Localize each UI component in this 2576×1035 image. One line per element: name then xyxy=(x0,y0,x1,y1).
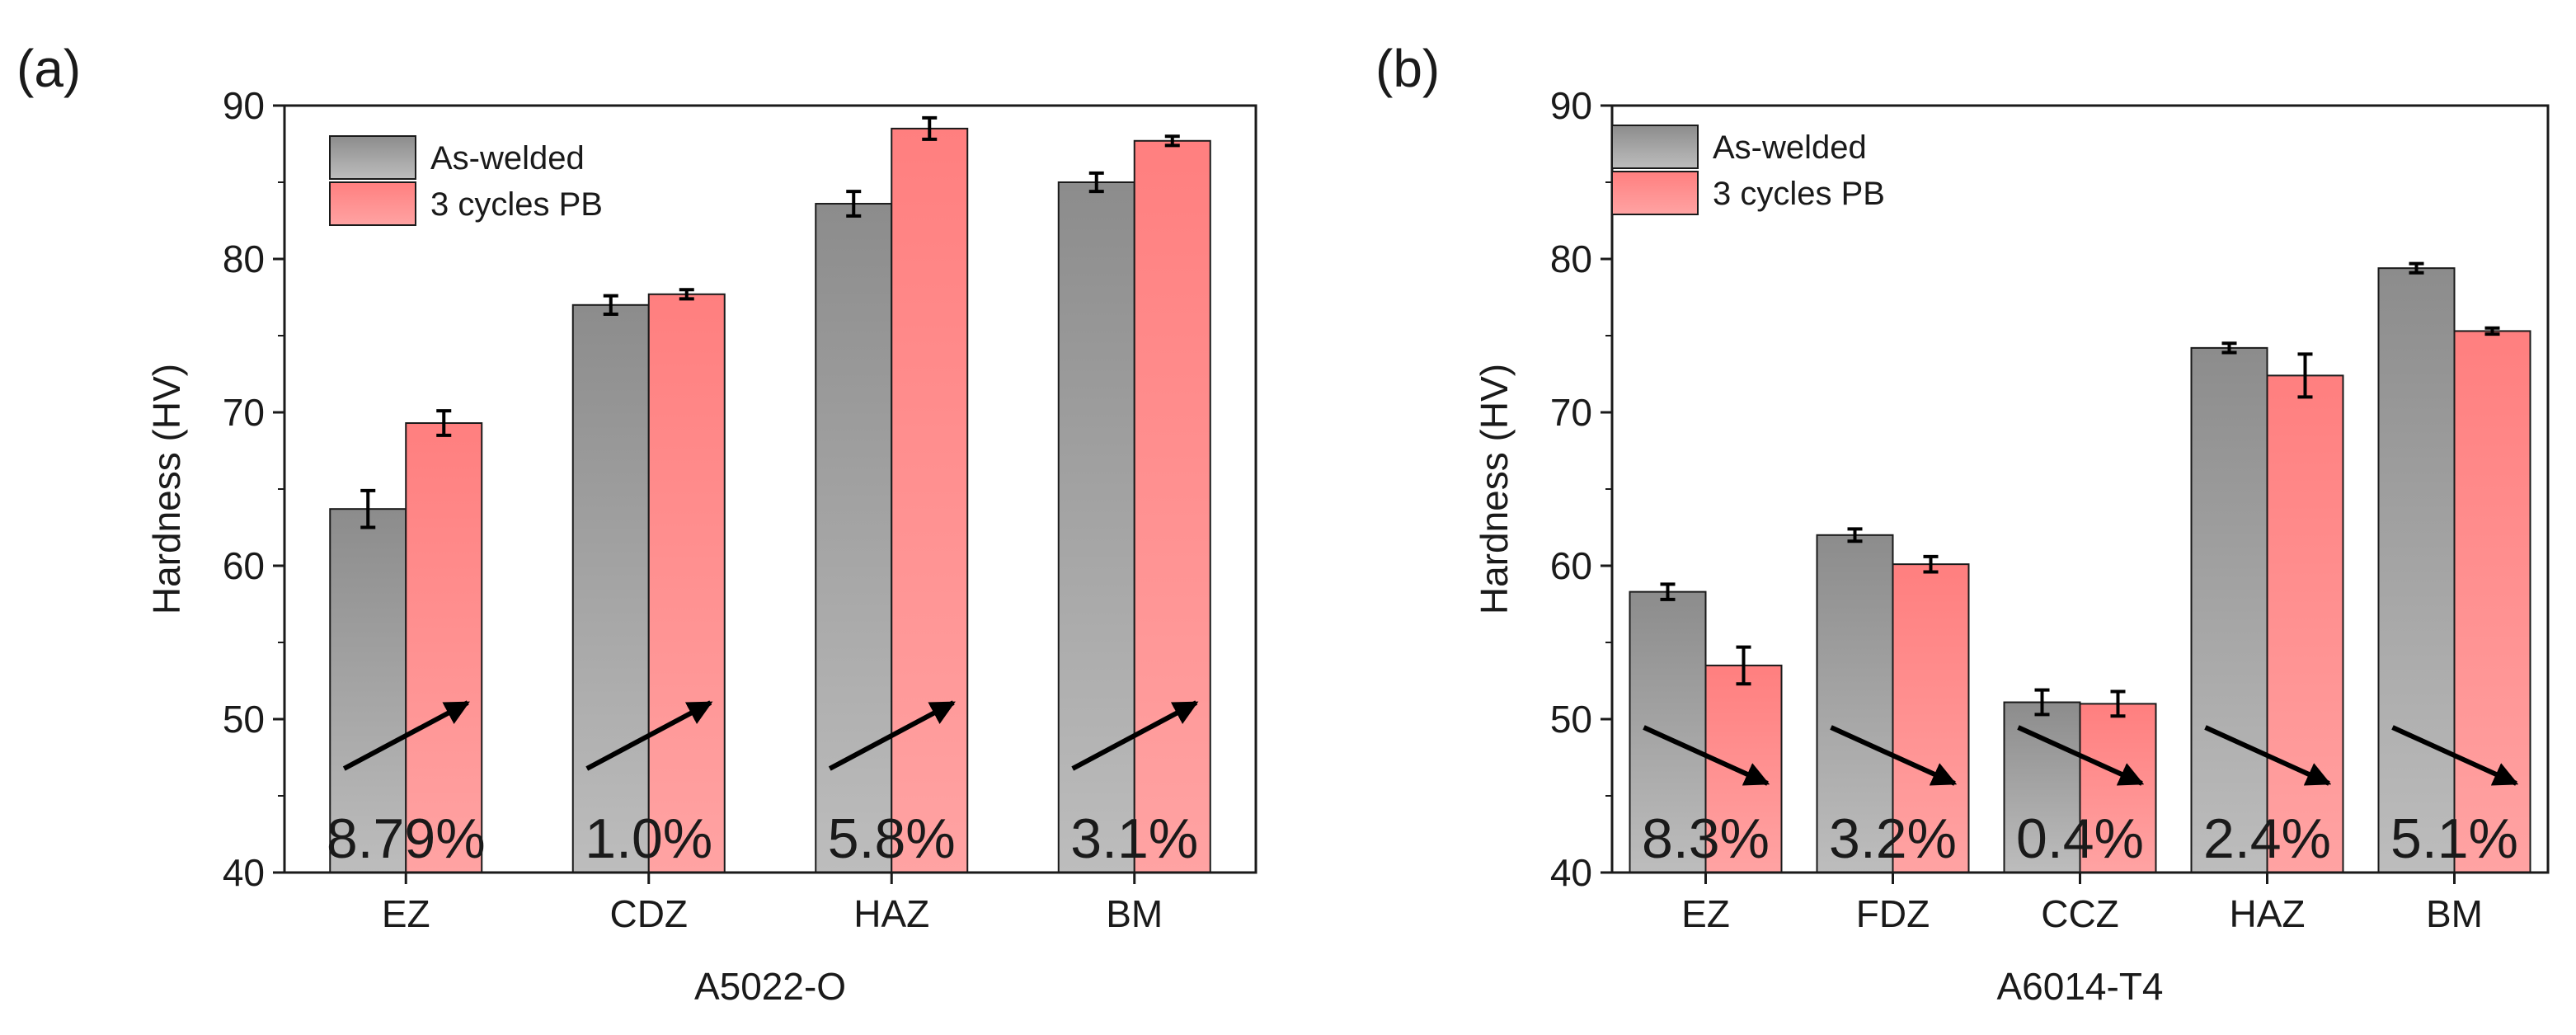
legend-swatch-as-welded xyxy=(1611,125,1699,169)
trend-arrow-bm xyxy=(2391,725,2519,786)
chart-panel-b: 8.3% EZ 3.2% FDZ 0.4% CCZ 2.4% HAZ 5.1% BM 40 50 60 7… xyxy=(1375,39,2550,1008)
bar-as-welded-bm xyxy=(1057,181,1135,873)
bar-3-cycles-pb-bm xyxy=(2453,330,2531,874)
legend-label-as-welded: As-welded xyxy=(430,140,585,176)
error-bar-as-welded-ez xyxy=(1660,582,1676,601)
change-percent-fdz: 3.2% xyxy=(1829,807,1957,870)
error-bar-3-cycles-pb-cdz xyxy=(679,288,694,301)
error-bar-as-welded-ez xyxy=(360,488,376,529)
bar-as-welded-haz xyxy=(2190,346,2268,873)
y-tick-label-80: 80 xyxy=(1550,238,1592,280)
y-tick-label-90: 90 xyxy=(1550,84,1592,127)
error-bar-as-welded-bm xyxy=(1088,171,1104,194)
bar-as-welded-ez xyxy=(329,508,407,873)
error-bar-as-welded-ccz xyxy=(2034,688,2050,717)
x-tick-label-bm: BM xyxy=(2426,892,2483,935)
legend-swatch-3-cycles-pb xyxy=(1611,171,1699,215)
change-percent-ez: 8.79% xyxy=(327,807,486,870)
change-percent-bm: 5.1% xyxy=(2390,807,2518,870)
bar-3-cycles-pb-bm xyxy=(1133,139,1211,873)
y-tick-label-40: 40 xyxy=(223,851,265,894)
trend-arrow-ccz xyxy=(2017,725,2145,786)
y-tick-label-50: 50 xyxy=(1550,698,1592,741)
x-tick-label-ccz: CCZ xyxy=(2041,892,2119,935)
plot-frame xyxy=(1610,104,2550,874)
bar-as-welded-ccz xyxy=(2003,701,2081,873)
x-tick-label-fdz: FDZ xyxy=(1856,892,1930,935)
y-tick-label-80: 80 xyxy=(223,238,265,280)
trend-arrow-haz xyxy=(2204,725,2332,786)
panel-label: (a) xyxy=(16,39,81,98)
error-bar-as-welded-haz xyxy=(2221,341,2237,355)
legend-swatch-3-cycles-pb xyxy=(329,181,416,226)
error-bar-3-cycles-pb-bm xyxy=(1164,134,1180,148)
bar-3-cycles-pb-haz xyxy=(891,127,969,873)
y-tick-label-40: 40 xyxy=(1550,851,1592,894)
y-tick-label-70: 70 xyxy=(223,391,265,434)
trend-arrow-cdz xyxy=(585,700,713,771)
change-percent-cdz: 1.0% xyxy=(585,807,712,870)
plot-frame xyxy=(283,104,1257,874)
x-tick-label-haz: HAZ xyxy=(2230,892,2306,935)
chart-panel-a: 8.79% EZ 1.0% CDZ 5.8% HAZ 3.1% BM 40 50 60 70 80 90 A… xyxy=(16,39,1257,1008)
error-bar-as-welded-bm xyxy=(2409,261,2424,275)
y-tick-label-50: 50 xyxy=(223,698,265,741)
bar-3-cycles-pb-ccz xyxy=(2079,703,2157,874)
bar-as-welded-bm xyxy=(2377,267,2456,874)
error-bar-3-cycles-pb-bm xyxy=(2484,326,2500,336)
x-tick-label-ez: EZ xyxy=(1681,892,1730,935)
legend-label-3-cycles-pb: 3 cycles PB xyxy=(430,186,603,223)
error-bar-3-cycles-pb-ez xyxy=(1736,645,1751,686)
bar-as-welded-cdz xyxy=(571,303,650,873)
bar-as-welded-ez xyxy=(1629,590,1707,873)
change-percent-ez: 8.3% xyxy=(1642,807,1770,870)
trend-arrow-fdz xyxy=(1830,725,1958,786)
error-bar-3-cycles-pb-haz xyxy=(922,115,938,141)
trend-arrow-ez xyxy=(1643,725,1770,786)
x-tick-label-bm: BM xyxy=(1106,892,1163,935)
trend-arrow-bm xyxy=(1071,700,1199,771)
legend-swatch-as-welded xyxy=(329,135,416,180)
error-bar-3-cycles-pb-fdz xyxy=(1923,554,1939,574)
x-axis-title: A6014-T4 xyxy=(1996,965,2163,1008)
change-percent-ccz: 0.4% xyxy=(2016,807,2144,870)
error-bar-3-cycles-pb-haz xyxy=(2297,352,2313,399)
error-bar-as-welded-fdz xyxy=(1847,527,1863,543)
error-bar-as-welded-cdz xyxy=(603,294,618,316)
change-percent-haz: 5.8% xyxy=(828,807,956,870)
legend-label-3-cycles-pb: 3 cycles PB xyxy=(1713,176,1885,212)
y-tick-label-90: 90 xyxy=(223,84,265,127)
change-percent-haz: 2.4% xyxy=(2203,807,2331,870)
x-tick-label-haz: HAZ xyxy=(853,892,929,935)
x-tick-label-cdz: CDZ xyxy=(609,892,688,935)
y-tick-label-60: 60 xyxy=(223,544,265,587)
x-axis-title: A5022-O xyxy=(694,965,846,1008)
bar-3-cycles-pb-ez xyxy=(405,422,483,873)
y-tick-label-70: 70 xyxy=(1550,391,1592,434)
y-tick-label-60: 60 xyxy=(1550,544,1592,587)
trend-arrow-haz xyxy=(828,700,956,771)
y-axis-title: Hardness (HV) xyxy=(1473,364,1516,614)
panel-label: (b) xyxy=(1375,39,1440,98)
bar-as-welded-haz xyxy=(815,203,893,874)
change-percent-bm: 3.1% xyxy=(1070,807,1198,870)
trend-arrow-ez xyxy=(342,700,470,771)
bar-3-cycles-pb-haz xyxy=(2266,374,2344,873)
error-bar-3-cycles-pb-ccz xyxy=(2110,689,2126,718)
error-bar-3-cycles-pb-ez xyxy=(436,409,452,437)
x-tick-label-ez: EZ xyxy=(382,892,430,935)
y-axis-title: Hardness (HV) xyxy=(145,364,188,614)
bar-3-cycles-pb-cdz xyxy=(647,293,726,873)
error-bar-as-welded-haz xyxy=(846,190,862,218)
bar-as-welded-fdz xyxy=(1816,534,1894,873)
legend-label-as-welded: As-welded xyxy=(1713,129,1867,166)
